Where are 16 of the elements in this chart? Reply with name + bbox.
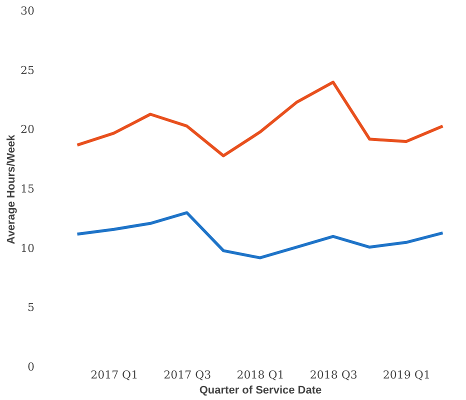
line-series: [76, 80, 444, 158]
x-tick-label: 2018 Q1: [236, 368, 284, 382]
x-tick-label: 2018 Q3: [310, 368, 358, 382]
x-tick-label: 2019 Q1: [382, 368, 430, 382]
x-axis-title: Quarter of Service Date: [199, 384, 322, 396]
y-axis-title: Average Hours/Week: [6, 134, 18, 244]
y-tick-label: 30: [20, 4, 34, 18]
y-tick-label: 25: [20, 64, 34, 77]
y-tick-label: 5: [28, 301, 34, 314]
x-tick-label: 2017 Q3: [164, 368, 212, 382]
y-tick-label: 0: [28, 360, 34, 374]
y-tick-label: 10: [20, 242, 34, 255]
y-tick-label: 20: [20, 123, 34, 136]
line-series: [76, 211, 444, 260]
x-tick-label: 2017 Q1: [90, 368, 138, 382]
y-tick-label: 15: [20, 182, 34, 196]
